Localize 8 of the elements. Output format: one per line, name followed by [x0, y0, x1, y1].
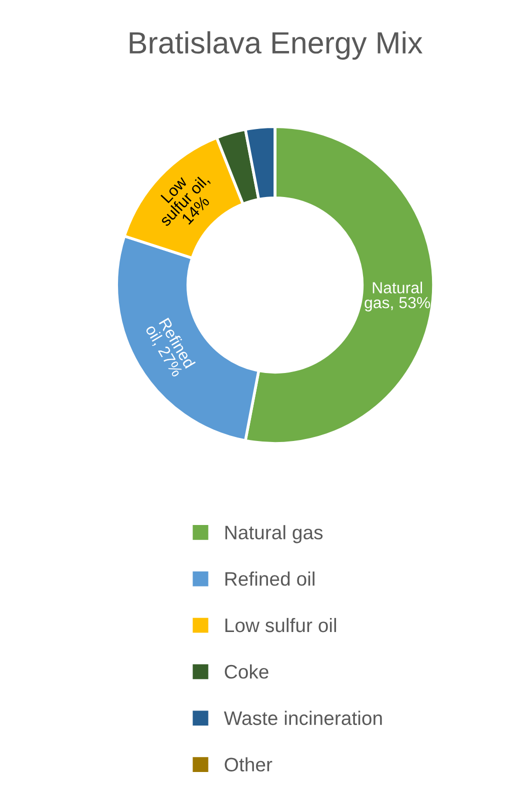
legend-label: Other	[224, 757, 272, 772]
legend-label: Refined oil	[225, 572, 314, 586]
legend-label: Natural gas	[225, 525, 323, 544]
legend-label: Low sulfur oil	[225, 618, 336, 632]
legend-label: Coke	[224, 664, 268, 679]
legend-label: Waste incineration	[224, 710, 382, 726]
chart-title: Bratislava Energy Mix	[130, 31, 422, 60]
data-label: Natural gas, 53%	[364, 282, 430, 312]
